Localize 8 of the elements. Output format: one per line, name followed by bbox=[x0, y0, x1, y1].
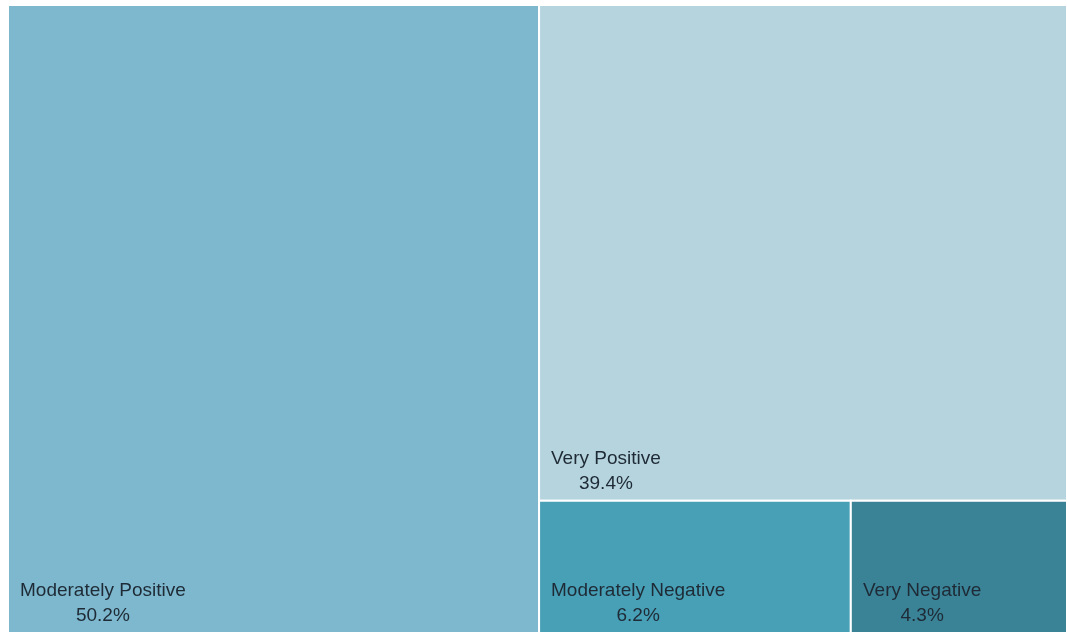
category-label: Very Positive bbox=[551, 447, 661, 468]
category-label: Very Negative bbox=[863, 579, 982, 600]
data-label: 50.2% bbox=[75, 603, 130, 625]
data-label: 6.2% bbox=[616, 603, 660, 625]
category-label: Moderately Negative bbox=[551, 579, 726, 600]
data-label: 39.4% bbox=[578, 471, 633, 493]
data-label: 4.3% bbox=[900, 603, 944, 625]
category-label: Moderately Positive bbox=[20, 579, 186, 600]
